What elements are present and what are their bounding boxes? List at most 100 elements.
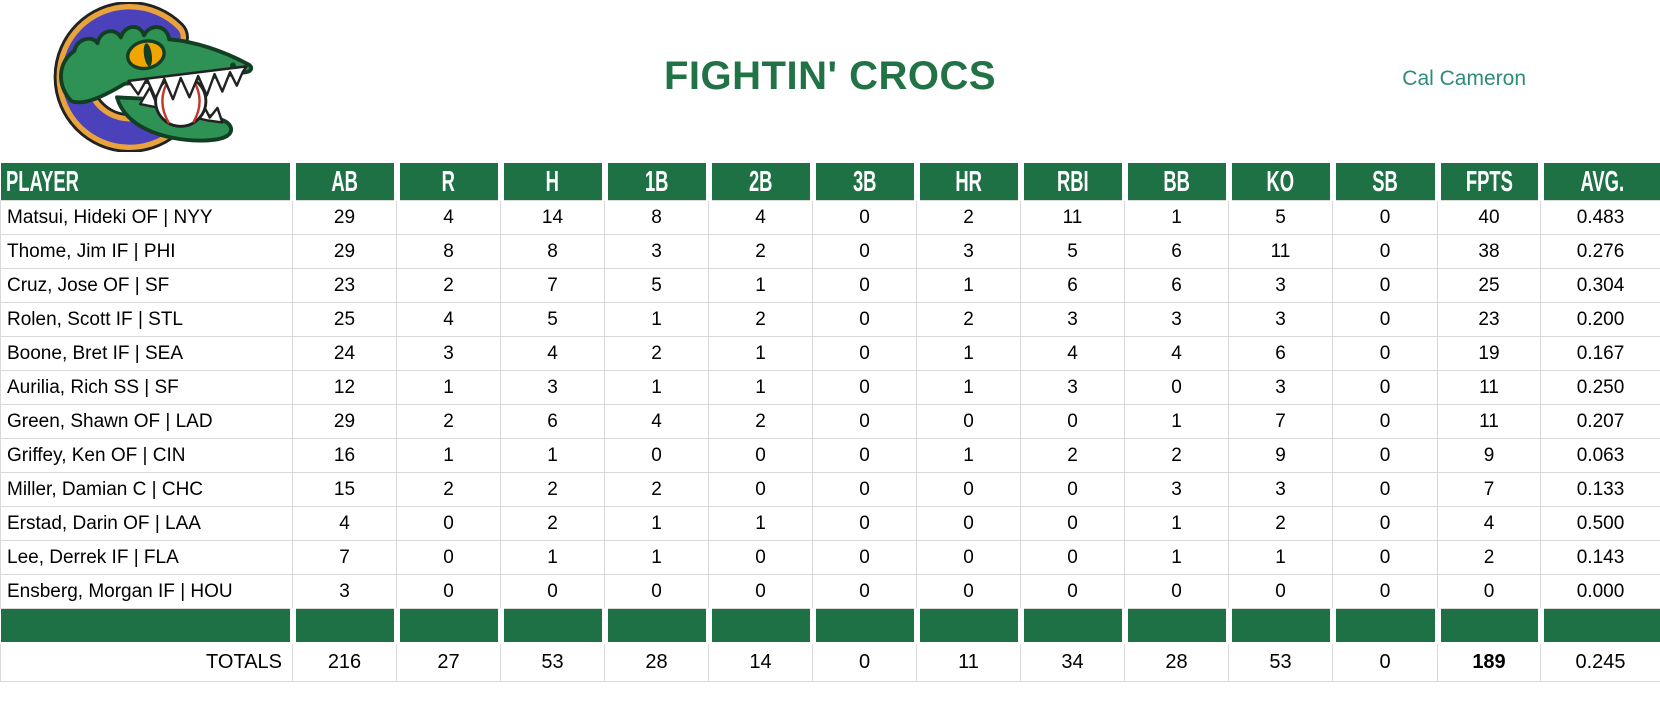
column-header-avg: AVG.: [1537, 163, 1660, 201]
stat-cell: 0: [396, 540, 501, 575]
stat-cell: 7: [1228, 404, 1333, 439]
separator-cell: [497, 608, 605, 644]
stat-cell: 1: [1124, 506, 1229, 541]
totals-cell: 0.245: [1540, 642, 1660, 682]
stat-cell: 1: [604, 540, 709, 575]
stat-cell: 29: [292, 200, 397, 235]
stat-cell: 2: [708, 302, 813, 337]
stat-cell: 0: [1020, 540, 1125, 575]
stat-cell: 16: [292, 438, 397, 473]
column-header-sb: SB: [1329, 163, 1438, 201]
stat-cell: 3: [500, 370, 605, 405]
totals-cell: 28: [1124, 642, 1229, 682]
stat-cell: 1: [604, 302, 709, 337]
stat-cell: 0: [916, 506, 1021, 541]
stat-cell: 0: [812, 472, 917, 507]
stat-cell: 2: [500, 472, 605, 507]
player-cell: Miller, Damian C | CHC: [0, 472, 293, 507]
stat-cell: 40: [1437, 200, 1541, 235]
stat-cell: 8: [604, 200, 709, 235]
totals-cell: 0: [812, 642, 917, 682]
stat-cell: 0: [812, 574, 917, 609]
totals-cell: 53: [1228, 642, 1333, 682]
separator-cell: [1537, 608, 1660, 644]
stat-cell: 6: [1228, 336, 1333, 371]
table-body: Matsui, Hideki OF | NYY 29 4 14 8 4 0 2 11 1 5 0 40 0…: [0, 200, 1660, 682]
stat-cell: 0: [812, 268, 917, 303]
stat-cell: 3: [1228, 472, 1333, 507]
totals-cell: 14: [708, 642, 813, 682]
stat-cell: 2: [1020, 438, 1125, 473]
stat-cell: 1: [500, 540, 605, 575]
separator-cell: [289, 608, 397, 644]
stat-cell: 0: [1332, 336, 1438, 371]
stat-cell: 1: [1124, 200, 1229, 235]
stat-cell: 0: [812, 370, 917, 405]
totals-cell: 28: [604, 642, 709, 682]
totals-cell: 11: [916, 642, 1021, 682]
team-title: FIGHTIN' CROCS: [663, 54, 997, 98]
stat-cell: 38: [1437, 234, 1541, 269]
stat-cell: 7: [1437, 472, 1541, 507]
player-cell: Griffey, Ken OF | CIN: [0, 438, 293, 473]
stat-cell: 0.304: [1540, 268, 1660, 303]
stat-cell: 12: [292, 370, 397, 405]
stat-cell: 2: [604, 336, 709, 371]
stat-cell: 2: [500, 506, 605, 541]
stat-cell: 0: [812, 336, 917, 371]
table-row: Erstad, Darin OF | LAA 4 0 2 1 1 0 0 0 1 2 0 4 0.500: [0, 506, 1660, 541]
stat-cell: 0: [1332, 506, 1438, 541]
column-header-bb: BB: [1121, 163, 1229, 201]
stat-cell: 0.063: [1540, 438, 1660, 473]
stat-cell: 3: [396, 336, 501, 371]
stat-cell: 0: [396, 506, 501, 541]
stat-cell: 0: [812, 506, 917, 541]
stat-cell: 1: [1124, 540, 1229, 575]
stat-cell: 0: [916, 574, 1021, 609]
stat-cell: 4: [1020, 336, 1125, 371]
stat-cell: 0: [500, 574, 605, 609]
stat-cell: 1: [708, 336, 813, 371]
stat-cell: 5: [1228, 200, 1333, 235]
owner-name: Cal Cameron: [1402, 67, 1526, 90]
stat-cell: 0: [1020, 472, 1125, 507]
stat-cell: 6: [1124, 268, 1229, 303]
stat-cell: 0: [708, 472, 813, 507]
stat-cell: 1: [604, 370, 709, 405]
stat-cell: 0: [812, 200, 917, 235]
player-cell: Erstad, Darin OF | LAA: [0, 506, 293, 541]
stat-cell: 15: [292, 472, 397, 507]
player-cell: Boone, Bret IF | SEA: [0, 336, 293, 371]
stat-cell: 0: [708, 438, 813, 473]
stat-cell: 1: [916, 336, 1021, 371]
stat-cell: 1: [396, 438, 501, 473]
stat-cell: 2: [1124, 438, 1229, 473]
stat-cell: 23: [292, 268, 397, 303]
stat-cell: 0: [812, 404, 917, 439]
separator-cell: [393, 608, 501, 644]
table-row: Thome, Jim IF | PHI 29 8 8 3 2 0 3 5 6 11 0 38 0.276: [0, 234, 1660, 269]
stat-cell: 3: [1020, 302, 1125, 337]
separator-cell: [1434, 608, 1541, 644]
stat-cell: 1: [708, 370, 813, 405]
stat-cell: 19: [1437, 336, 1541, 371]
stat-cell: 1: [708, 506, 813, 541]
stat-cell: 0: [1020, 404, 1125, 439]
stat-cell: 8: [396, 234, 501, 269]
table-row: Lee, Derrek IF | FLA 7 0 1 1 0 0 0 0 1 1 0 2 0.143: [0, 540, 1660, 575]
stat-cell: 9: [1437, 438, 1541, 473]
separator-cell: [1121, 608, 1229, 644]
stat-cell: 0.000: [1540, 574, 1660, 609]
player-cell: Cruz, Jose OF | SF: [0, 268, 293, 303]
separator-cell: [913, 608, 1021, 644]
stat-cell: 0.133: [1540, 472, 1660, 507]
stat-cell: 1: [708, 268, 813, 303]
stat-cell: 4: [1437, 506, 1541, 541]
column-header-hr: HR: [913, 163, 1021, 201]
totals-row: TOTALS 216 27 53 28 14 0 11 34 28 53 0 189 0.245: [0, 642, 1660, 682]
player-cell: Aurilia, Rich SS | SF: [0, 370, 293, 405]
table-row: Griffey, Ken OF | CIN 16 1 1 0 0 0 1 2 2 9 0 9 0.063: [0, 438, 1660, 473]
stat-cell: 0: [1124, 370, 1229, 405]
stat-cell: 0: [1020, 506, 1125, 541]
